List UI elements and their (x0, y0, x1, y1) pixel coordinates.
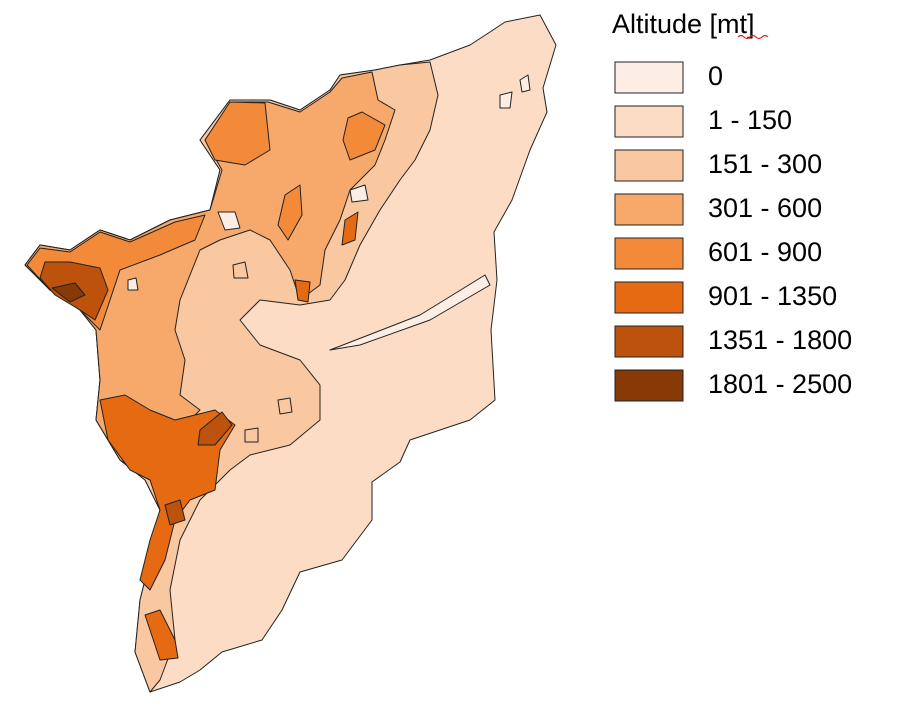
legend-label: 1 - 150 (708, 105, 792, 135)
legend-label: 601 - 900 (708, 237, 822, 267)
hill (244, 427, 259, 443)
lake (329, 274, 491, 351)
legend-swatch (614, 369, 684, 402)
lake (519, 74, 531, 93)
lake (349, 184, 369, 203)
legend-label: 1801 - 2500 (708, 369, 852, 399)
region-upper (24, 71, 396, 481)
legend-label: 0 (708, 61, 723, 91)
legend-swatch (614, 325, 684, 358)
legend-label: 1351 - 1800 (708, 325, 852, 355)
legend-label: 901 - 1350 (708, 281, 837, 311)
legend-swatch (614, 193, 684, 226)
patch (341, 211, 359, 246)
legend-title: Altitude [mt] (612, 9, 755, 39)
lake (217, 211, 241, 231)
hill (232, 261, 249, 279)
patch (197, 411, 233, 446)
legend-swatch (614, 237, 684, 270)
legend-label: 301 - 600 (708, 193, 822, 223)
legend-swatch (614, 149, 684, 182)
patch (342, 111, 386, 161)
patch (51, 282, 86, 303)
legend-swatch (614, 61, 684, 94)
patch (294, 279, 311, 303)
lake (127, 277, 139, 291)
legend: Altitude [mt] 0 1 - 150 151 - 300 301 - 600… (612, 9, 852, 402)
patch (277, 184, 303, 241)
legend-swatch (614, 105, 684, 138)
hill (277, 397, 293, 415)
spell-underline (737, 34, 769, 40)
map (24, 14, 557, 693)
legend-swatch (614, 281, 684, 314)
lake (499, 91, 513, 109)
patch (144, 609, 179, 661)
legend-label: 151 - 300 (708, 149, 822, 179)
patch (204, 101, 271, 166)
patch (164, 499, 186, 526)
